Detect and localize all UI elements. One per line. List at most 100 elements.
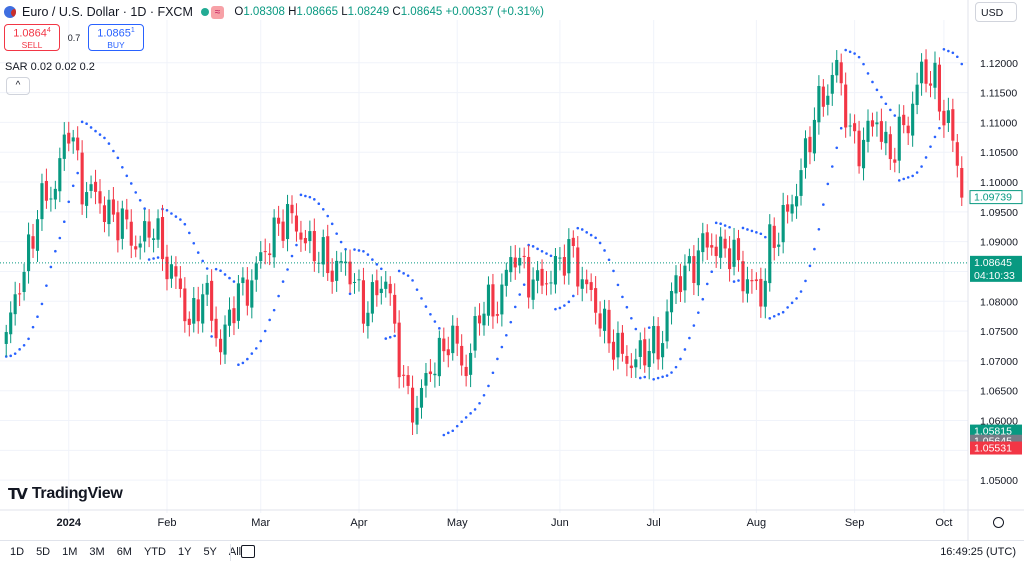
range-5d[interactable]: 5D [36,546,51,558]
trade-buttons: 1.08644 SELL 0.7 1.08651 BUY [4,24,144,51]
price-tick-label: 1.05000 [980,475,1018,487]
sar-dot [326,214,330,218]
currency-selector[interactable]: USD [975,2,1017,22]
candle-body [442,338,446,352]
sar-dot [781,310,785,314]
sar-dot [246,357,249,361]
sar-dot [263,329,267,333]
tradingview-logo: 𝗧𝗩 TradingView [8,485,123,503]
range-1y[interactable]: 1Y [177,546,192,558]
candle-body [272,217,276,258]
spread-value: 0.7 [67,32,81,43]
sar-dot [143,207,146,210]
sar-dot [777,312,780,316]
candle-body [299,232,303,240]
candle-body [44,180,48,201]
candle-body [661,343,665,358]
sar-dot [866,72,870,75]
settings-gear-icon[interactable] [993,517,1004,528]
candle-body [169,264,174,279]
buy-button[interactable]: 1.08651 BUY [88,24,144,51]
candle-body [321,237,325,265]
candle-body [714,246,718,257]
candle-body [89,184,93,191]
price-tick-label: 1.09000 [980,237,1018,249]
candle-body [102,205,107,223]
candle-body [763,280,767,307]
utc-clock[interactable]: 16:49:25 (UTC) [940,546,1016,558]
sell-button[interactable]: 1.08644 SELL [4,24,60,51]
sar-dot [353,248,356,251]
currency-label: USD [981,7,1004,19]
sar-dot [589,233,593,237]
sar-indicator-label[interactable]: SAR 0.02 0.02 0.2 [5,61,95,73]
sar-dot [723,224,727,227]
range-ytd[interactable]: YTD [143,546,166,558]
sar-dot [513,305,517,309]
buy-price-sup: 1 [130,27,135,34]
sar-dot [116,156,120,160]
candle-body [285,204,290,240]
time-tick-label: Apr [350,517,367,529]
range-1d[interactable]: 1D [10,546,25,558]
sar-dot [210,335,213,338]
sar-dot [598,241,602,245]
candle-body [562,257,566,276]
candle-body [486,284,491,316]
time-tick-label: Feb [157,517,176,529]
sar-dot [321,207,325,211]
range-5y[interactable]: 5Y [203,546,217,558]
candle-body [531,279,535,300]
sar-dot [822,203,825,206]
sar-dot [473,408,477,411]
sar-dot [652,377,655,381]
collapse-indicators-button[interactable]: ^ [6,77,30,95]
sar-dot [576,226,580,230]
sar-dot [339,240,343,244]
time-tick-label: 2024 [57,517,82,529]
sar-dot [714,221,718,225]
candle-body [348,261,352,285]
sar-dot [460,420,463,423]
candle-body [794,196,799,207]
candle-body [741,261,745,292]
candle-body [518,257,522,266]
range-6m[interactable]: 6M [116,546,132,558]
sar-dot [393,334,396,338]
sar-dot [799,290,803,293]
candle-body [683,265,687,291]
sar-dot [152,257,155,260]
range-1m[interactable]: 1M [62,546,78,558]
sar-dot [98,133,102,136]
candle-body [509,257,513,273]
sar-dot [679,357,682,361]
symbol-title[interactable]: Euro / U.S. Dollar · 1D · FXCM [22,5,193,19]
candle-body [799,170,803,196]
candle-body [803,138,808,168]
candle-body [303,237,307,244]
candle-body [634,359,638,368]
candle-body [589,282,593,290]
candle-body [719,236,723,258]
sar-dot [759,232,763,236]
candle-body [786,204,790,212]
sar-dot [415,288,419,291]
sar-dot [804,279,807,283]
range-all[interactable]: All [228,546,242,558]
sar-dot [469,412,472,415]
candle-body [911,103,915,136]
market-badge[interactable]: ≈ [210,5,225,19]
sar-dot [857,55,861,59]
candle-body [183,288,187,322]
sar-dot [705,282,709,286]
time-tick-label: Jun [551,517,569,529]
sar-dot [630,316,633,320]
sar-dot [183,222,187,226]
sar-dot [40,302,44,306]
range-3m[interactable]: 3M [89,546,105,558]
sar-dot [406,274,410,277]
sar-dot [491,371,495,375]
calendar-icon[interactable] [241,545,255,558]
